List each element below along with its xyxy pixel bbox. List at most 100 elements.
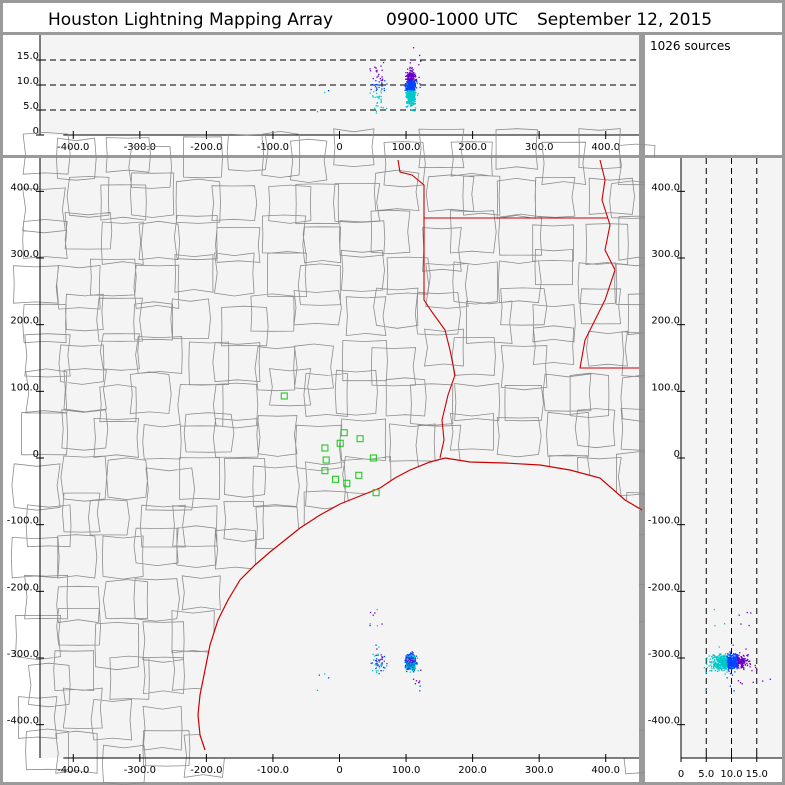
alt-source [411, 92, 413, 94]
lma-station [356, 435, 364, 443]
plan-source [374, 655, 376, 657]
plan-source [376, 608, 378, 611]
ns-source [735, 654, 737, 656]
alt-y-axis-tick-label: 10.0 [17, 76, 39, 87]
ns-source [710, 664, 712, 666]
alt-source [376, 96, 378, 98]
alt-source [413, 86, 415, 88]
alt-source [409, 94, 412, 96]
ns-source [724, 657, 726, 659]
plan-source [411, 651, 413, 653]
plan-source [412, 654, 414, 656]
alt-source [410, 75, 412, 77]
ns-source [716, 668, 719, 670]
plan-source [414, 666, 416, 668]
alt-source [408, 100, 410, 103]
alt-source [408, 87, 410, 90]
ns-source [712, 655, 714, 657]
plan-source [416, 657, 419, 659]
ns-source [717, 665, 719, 667]
alt-source [412, 96, 414, 98]
alt-source [375, 112, 378, 114]
ns-source [723, 655, 725, 657]
alt-source [380, 101, 382, 103]
plan-source [376, 658, 378, 660]
ns-source [724, 668, 726, 670]
alt-source [411, 67, 413, 70]
plan-source [376, 648, 378, 650]
alt-source [415, 78, 418, 81]
lma-station [372, 489, 380, 497]
alt-source [384, 80, 386, 82]
plan-source [377, 654, 379, 656]
ns-source [726, 671, 728, 673]
ns-source [732, 660, 734, 662]
ns-y-axis-tick-label: 400.0 [651, 182, 680, 193]
plan-source [318, 674, 320, 676]
ns-source [740, 659, 742, 661]
plan-source [405, 655, 407, 657]
plan-source [374, 664, 376, 666]
alt-source [409, 93, 411, 95]
ns-source [743, 658, 746, 660]
alt-source [409, 73, 411, 75]
plan-x-axis-tick-label: 400.0 [591, 765, 620, 776]
alt-source [414, 82, 416, 84]
alt-source [411, 87, 413, 89]
alt-source [381, 85, 383, 87]
alt-source [409, 81, 411, 83]
ns-source [740, 656, 742, 658]
plan-source [410, 653, 412, 655]
ns-sources [703, 608, 771, 692]
ns-source [727, 666, 730, 668]
ns-source [730, 655, 732, 657]
alt-source [407, 75, 409, 77]
alt-source [381, 88, 383, 90]
ns-source [721, 665, 724, 667]
ns-source [722, 660, 724, 662]
alt-source [408, 96, 411, 99]
plan-source [408, 668, 410, 670]
plan-source [411, 659, 414, 661]
ns-source [736, 666, 739, 668]
ns-y-axis: 400.0 300.0 200.0 100.0 0 -100.0 -200.0 -300.0 -… [648, 158, 685, 758]
ns-source [728, 664, 730, 666]
ns-source [733, 658, 735, 660]
ns-source [739, 682, 742, 684]
ns-source [749, 660, 751, 662]
alt-source [414, 97, 416, 99]
ns-source [719, 660, 721, 662]
ns-source [719, 657, 721, 659]
alt-source [406, 101, 408, 103]
plan-source [411, 660, 413, 662]
ns-source [735, 660, 738, 662]
plan-source [408, 665, 410, 667]
plan-source [327, 677, 330, 679]
plan-source [411, 663, 413, 665]
plan-source [411, 666, 413, 668]
alt-source [376, 92, 378, 95]
plan-source [407, 662, 410, 664]
ns-source [718, 670, 720, 672]
ns-source [729, 656, 731, 658]
alt-source [412, 78, 414, 80]
ns-source [716, 660, 719, 662]
alt-source [411, 74, 413, 76]
plan-x-axis-tick-label: -400.0 [57, 765, 89, 776]
plan-source [414, 656, 416, 658]
alt-source [405, 83, 407, 85]
alt-source [376, 71, 378, 73]
ns-source [709, 670, 711, 672]
alt-source [409, 77, 412, 80]
ns-source [714, 663, 716, 666]
alt-source [376, 87, 378, 89]
ns-source [743, 662, 745, 664]
ns-source [740, 658, 742, 660]
ns-source [712, 661, 715, 663]
alt-x-axis-tick-label: 100.0 [392, 142, 421, 153]
plan-source [419, 685, 421, 687]
ns-source [711, 658, 714, 660]
plan-source [380, 670, 382, 672]
ns-source [705, 689, 707, 691]
info-panel [645, 35, 782, 155]
